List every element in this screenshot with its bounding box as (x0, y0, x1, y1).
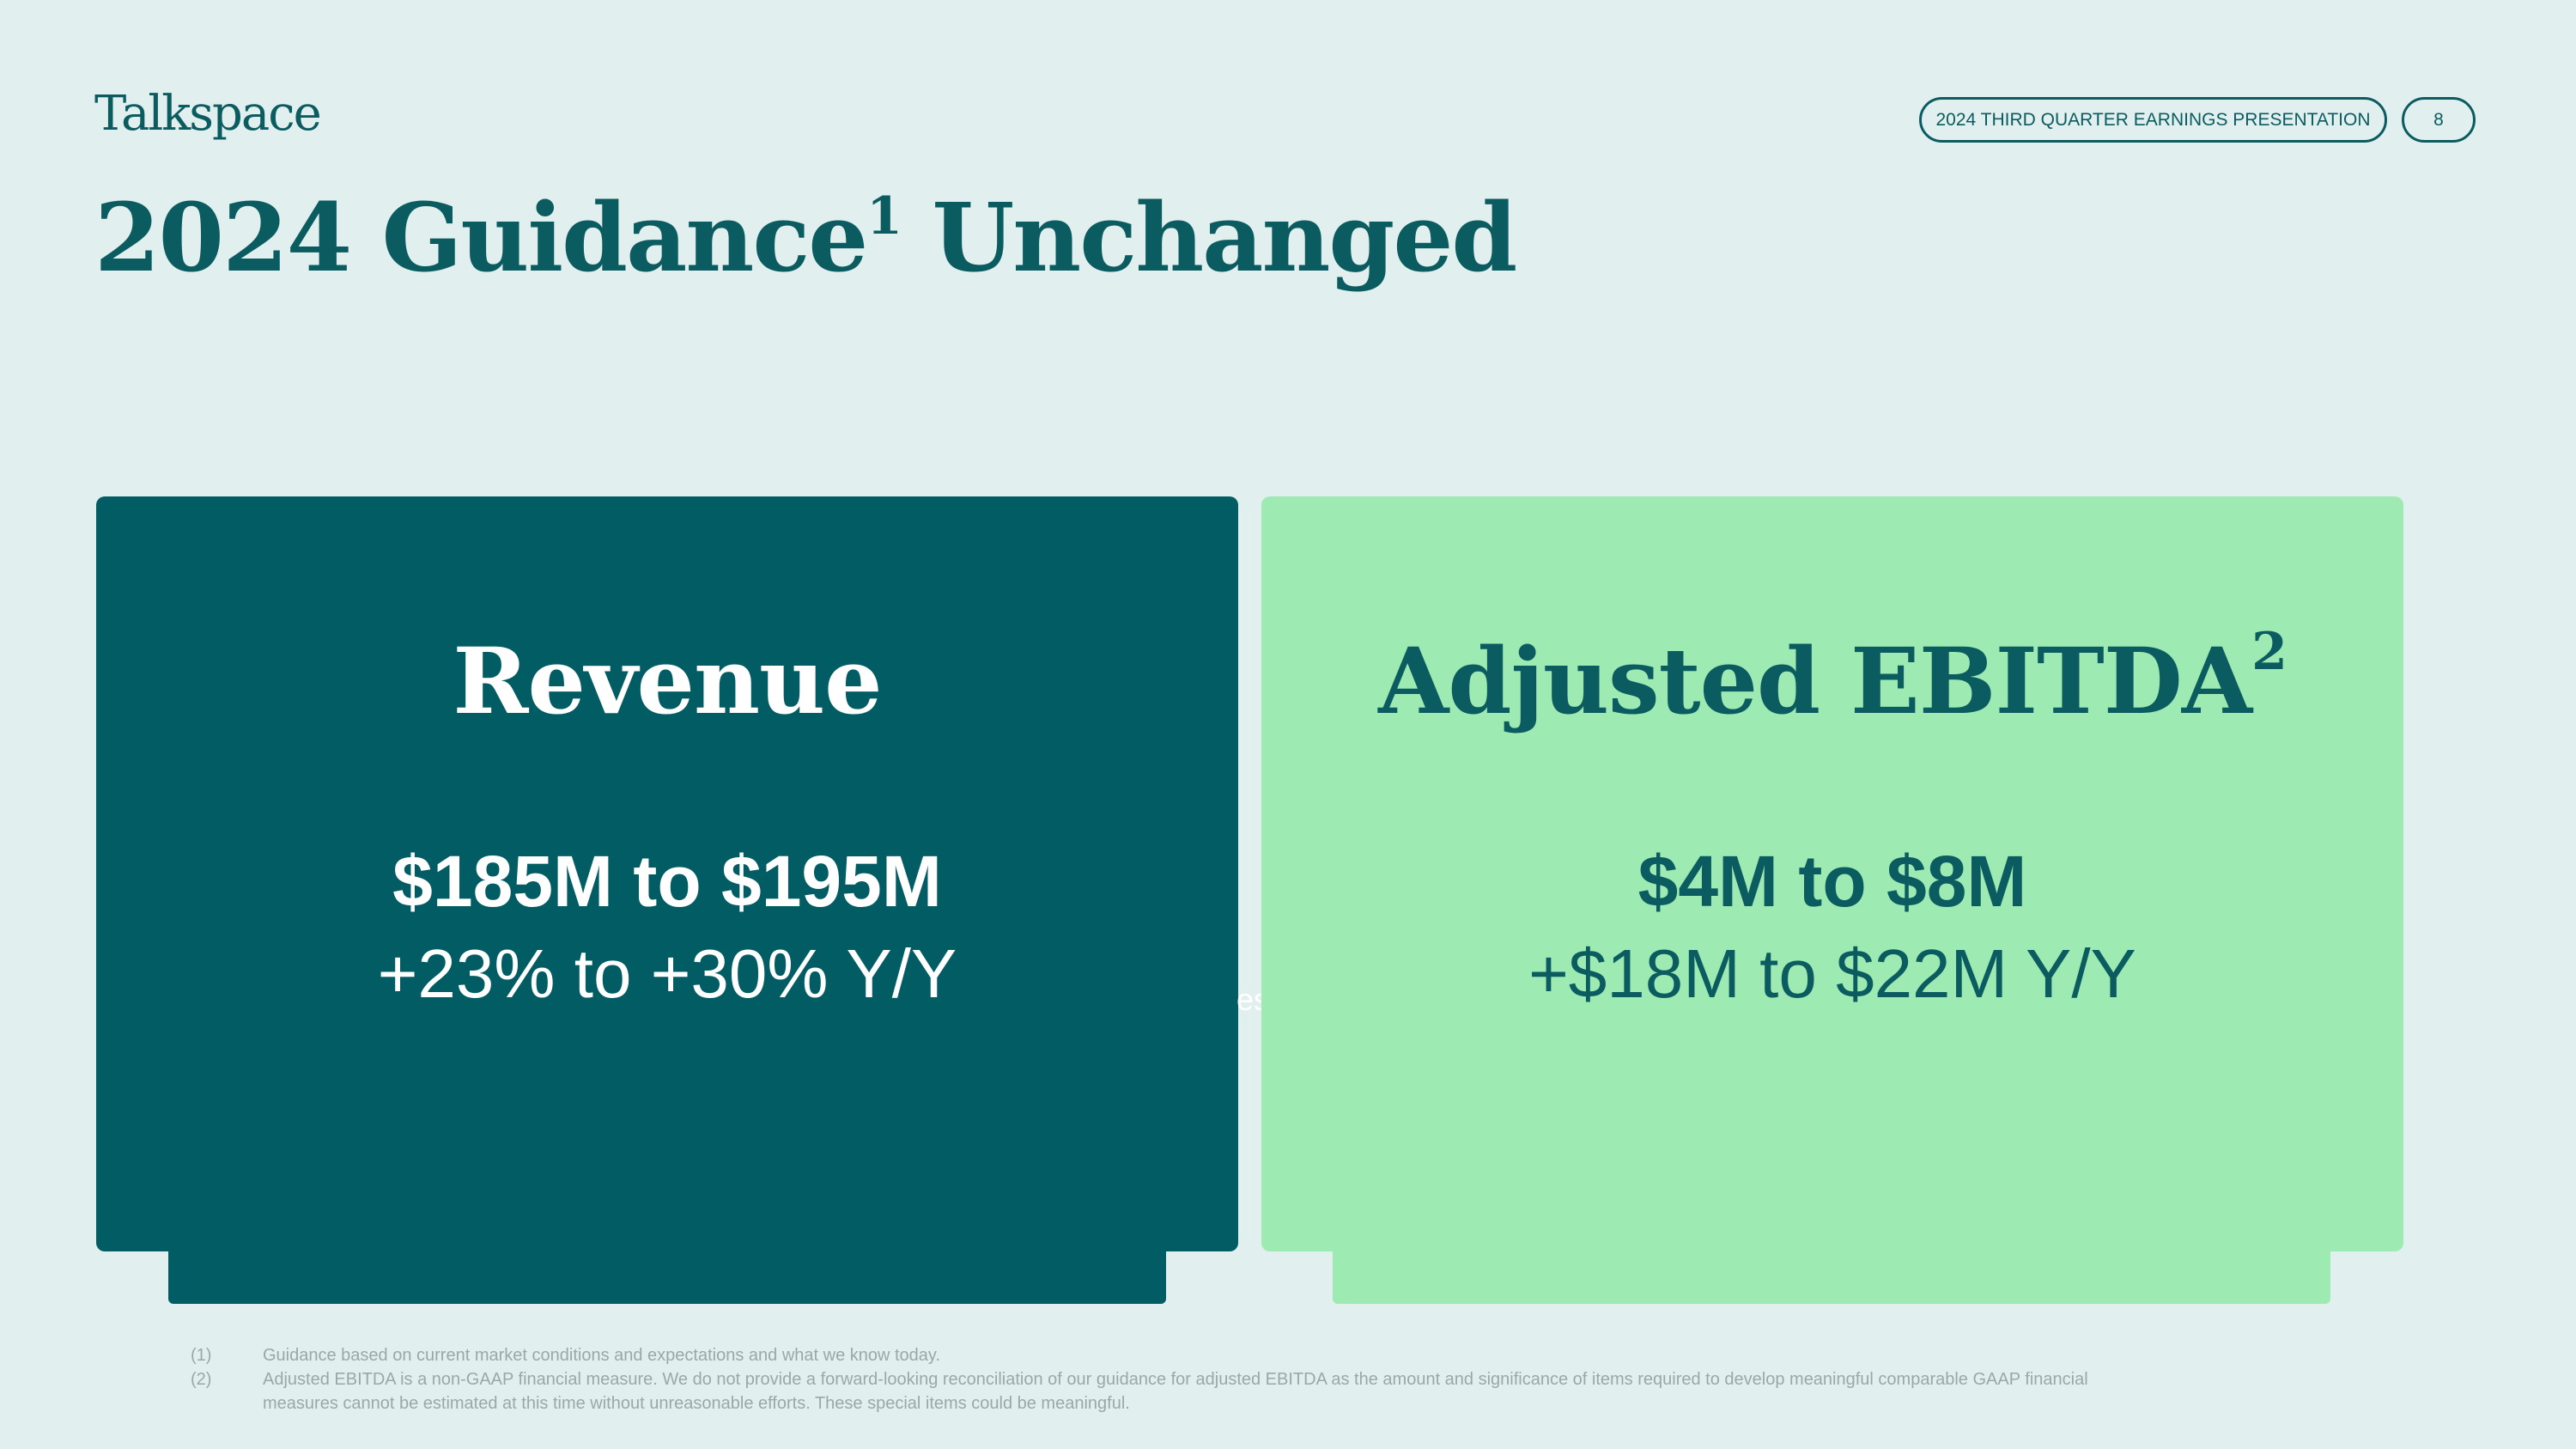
footnote-num: (2) (191, 1370, 212, 1389)
presentation-label: 2024 THIRD QUARTER EARNINGS PRESENTATION (1919, 97, 2387, 143)
talkspace-logo: Talkspace (94, 86, 322, 142)
page-title: 2024 Guidance1 Unchanged (94, 182, 1517, 293)
card-title: Revenue (453, 627, 882, 734)
card-change: +$18M to $22M Y/Y (1528, 935, 2136, 1012)
ebitda-card: Adjusted EBITDA2 $4M to $8M +$18M to $22… (1261, 496, 2403, 1251)
title-text-rest: Unchanged (901, 182, 1517, 293)
revenue-card: Revenue $185M to $195M +23% to +30% Y/Y (96, 496, 1238, 1251)
footnote-text: Adjusted EBITDA is a non-GAAP financial … (263, 1370, 2088, 1413)
page-number: 8 (2402, 97, 2476, 143)
card-value: $4M to $8M (1637, 841, 2027, 922)
footnote-text: Guidance based on current market conditi… (263, 1346, 940, 1365)
card-title: Adjusted EBITDA2 (1378, 622, 2287, 734)
card-value: $185M to $195M (392, 841, 942, 922)
title-text: 2024 Guidance (94, 182, 868, 293)
footnote-ref: 1 (866, 186, 902, 247)
footnote-num: (1) (191, 1346, 212, 1365)
card-change: +23% to +30% Y/Y (377, 935, 957, 1012)
